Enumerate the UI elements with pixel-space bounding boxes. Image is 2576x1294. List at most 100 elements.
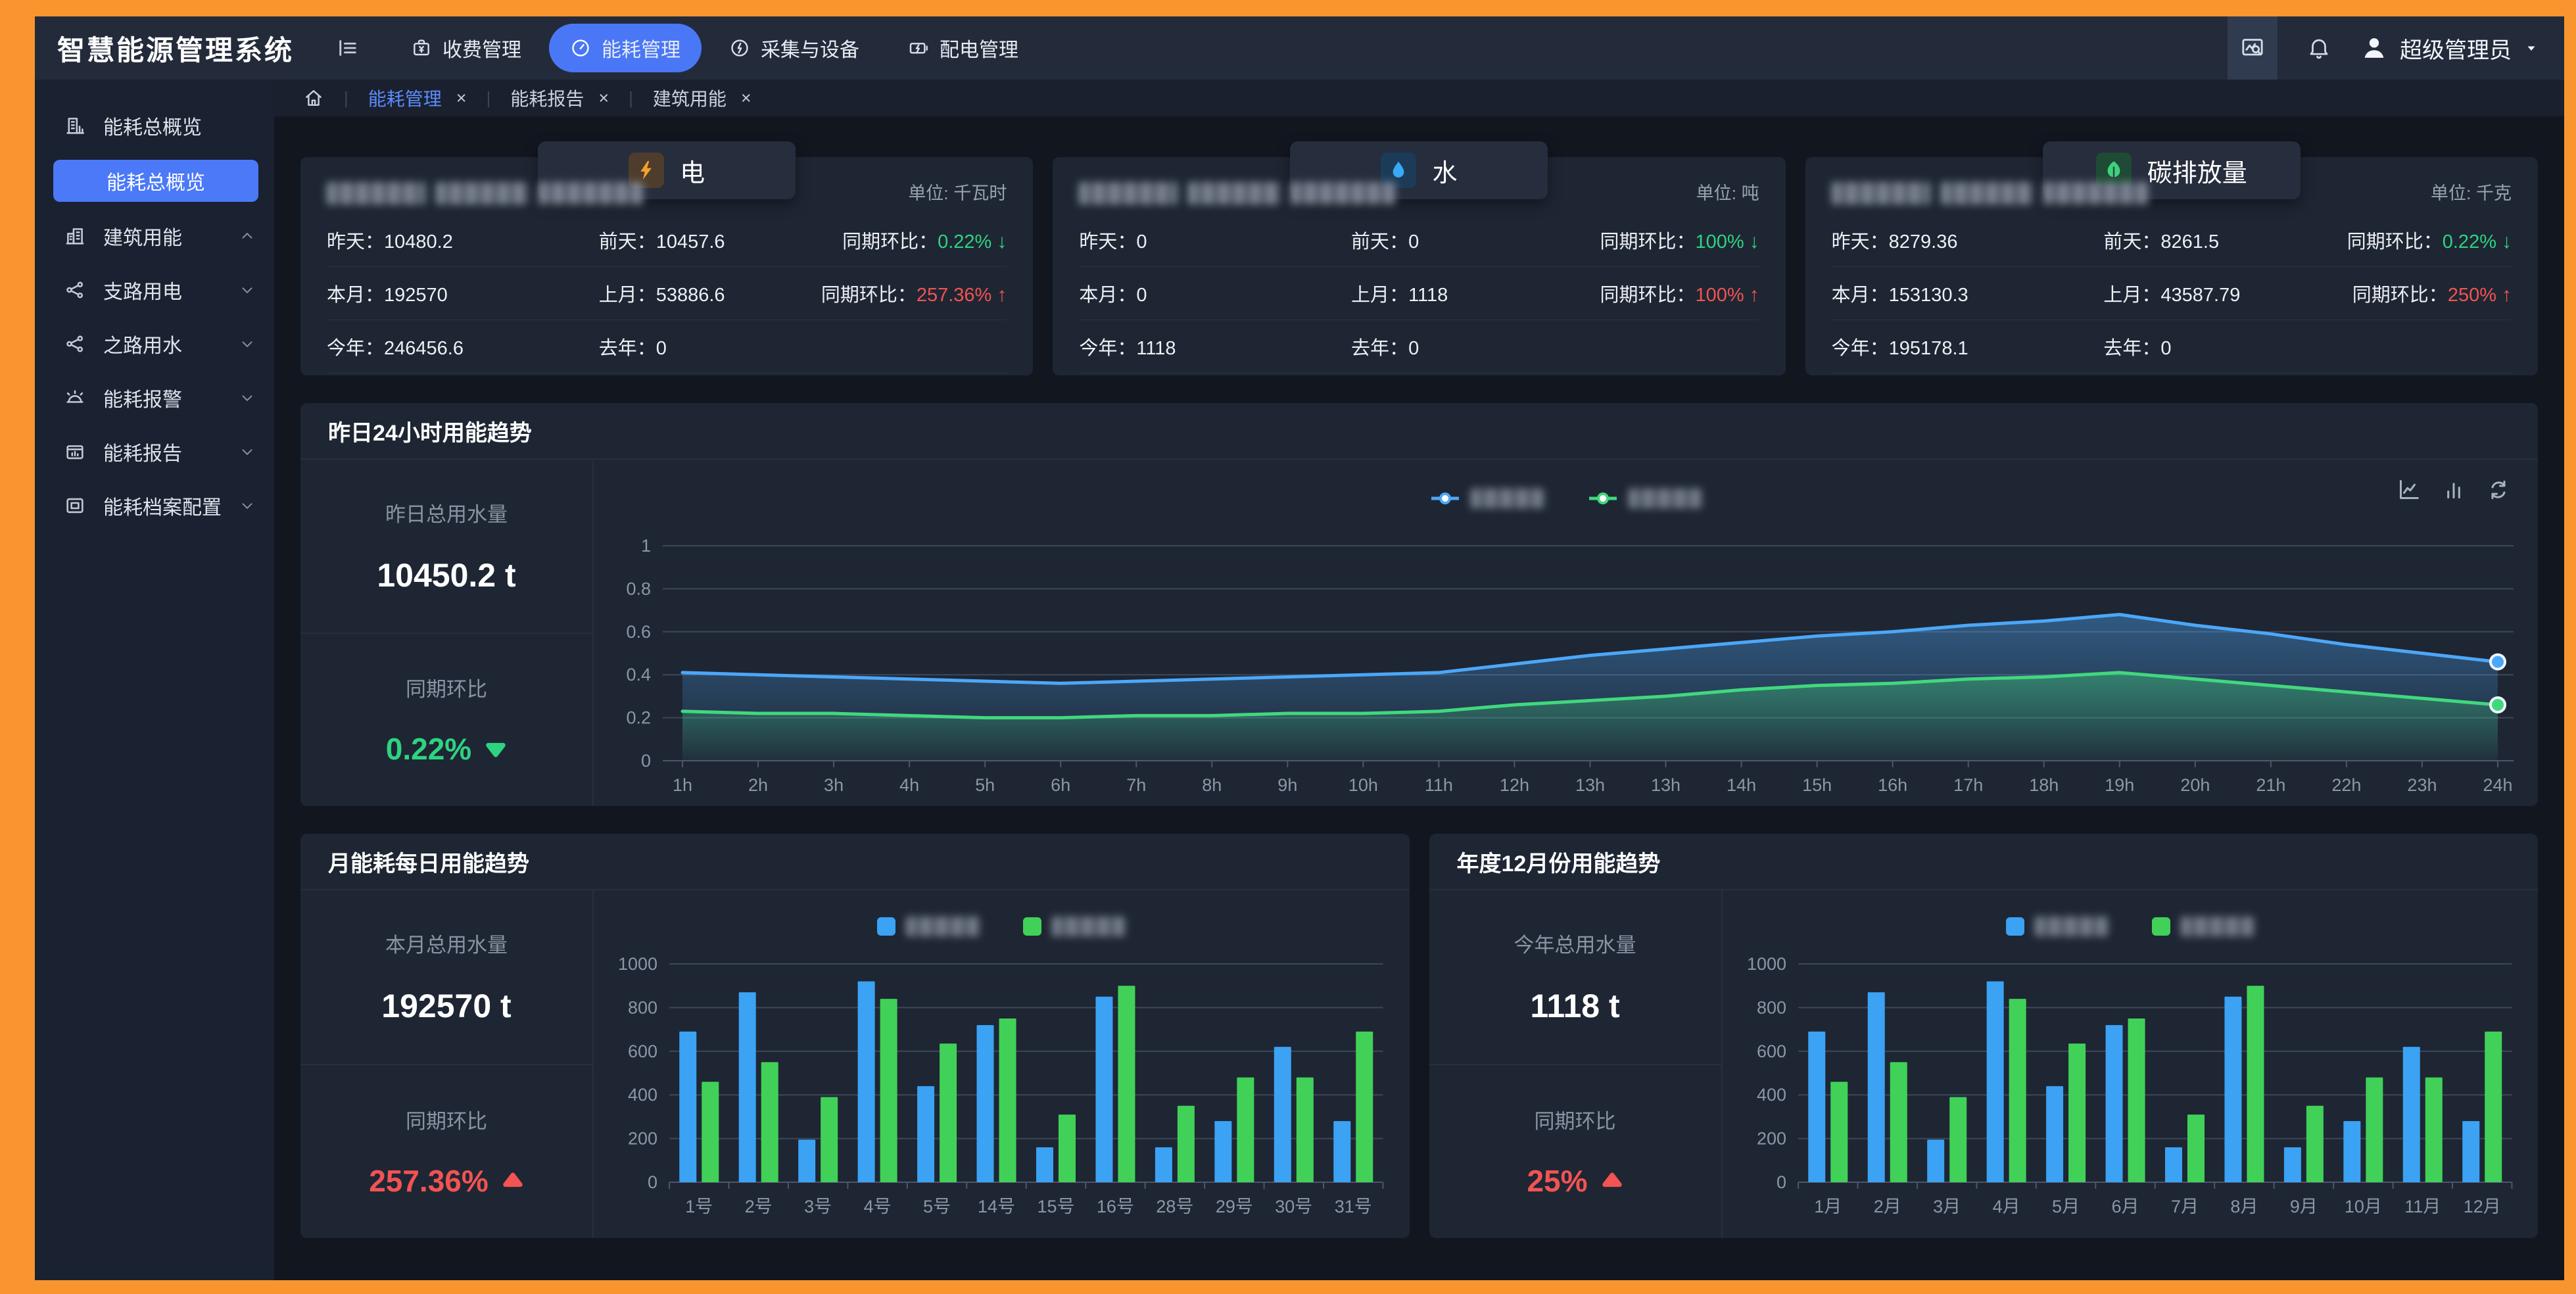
tab-close-icon[interactable]: × (598, 87, 609, 108)
stat-cell-value: 192570 (384, 285, 448, 306)
bolt-circle-icon (729, 37, 750, 59)
svg-text:8月: 8月 (2230, 1197, 2258, 1216)
user-name: 超级管理员 (2400, 37, 2512, 63)
tab-建筑用能[interactable]: 建筑用能 × (653, 85, 751, 111)
branch-icon (64, 279, 86, 301)
nav-item-配电管理[interactable]: 配电管理 (887, 24, 1039, 72)
user-menu[interactable]: 超级管理员 (2360, 32, 2539, 64)
stat-cell-label: 上月： (598, 285, 656, 306)
legend-item-2[interactable] (1023, 917, 1126, 936)
stat-cell-label: 本月： (1831, 285, 1889, 306)
main-menu: 收费管理 能耗管理 采集与设备 配电管理 (390, 24, 1039, 72)
sidebar-item-能耗报告[interactable]: 能耗报告 (35, 432, 274, 471)
stat-total: 今年总用水量 1118 t (1429, 890, 1721, 1065)
svg-text:12h: 12h (1500, 775, 1529, 795)
chevron-down-icon (239, 443, 256, 460)
sidebar-item-支路用电[interactable]: 支路用电 (35, 270, 274, 310)
svg-text:200: 200 (628, 1129, 657, 1149)
sidebar-item-能耗档案配置[interactable]: 能耗档案配置 (35, 486, 274, 525)
stat-trend: 25% (1527, 1163, 1623, 1199)
svg-text:10h: 10h (1348, 775, 1378, 795)
stat-cell-value: 53886.6 (656, 285, 725, 306)
redacted-legend-label (1628, 489, 1702, 508)
sidebar-item-label: 能耗档案配置 (103, 497, 222, 519)
legend-item-2[interactable] (2151, 917, 2254, 936)
app-body: 能耗总概览 能耗总概览 建筑用能 支路用电 之路用水 能耗报警 能耗报告 能耗档案配置 | 能耗… (35, 80, 2564, 1280)
stat-ratio: 同期环比 0.22% (300, 634, 592, 807)
tab-能耗报告[interactable]: 能耗报告 × (510, 85, 609, 111)
stat-cell-label: 去年： (1351, 338, 1409, 359)
svg-text:800: 800 (628, 997, 657, 1017)
line-chart-tool-icon[interactable] (2396, 477, 2422, 503)
svg-text:29号: 29号 (1216, 1197, 1253, 1216)
section-header: 年度12月份用能趋势 (1429, 834, 2538, 890)
chevron-down-icon (239, 497, 256, 514)
bar-chart-tool-icon[interactable] (2441, 477, 2467, 503)
svg-text:400: 400 (1756, 1085, 1786, 1105)
summary-card-carbon: 碳排放量 单位: 千克 昨天：8279.36 前天：8261.5 同期环比：0.22% ↓… (1805, 141, 2538, 375)
legend-item-1[interactable] (877, 917, 980, 936)
trend-up-arrow-icon: ↑ (1749, 284, 1759, 306)
nav-item-收费管理[interactable]: 收费管理 (390, 24, 542, 72)
svg-text:8h: 8h (1202, 775, 1222, 795)
line-chart-area: 0 0.2 0.4 0.6 0.8 1 1h 2h 3h 4h 5h 6h 7h 8h 9h 10h 11h 12… (594, 460, 2538, 806)
chart-search-button[interactable] (2228, 16, 2278, 80)
legend-item-1[interactable] (2005, 917, 2109, 936)
stat-cell-label: 去年： (598, 338, 656, 359)
stat-cell-value: 1118 (1408, 285, 1448, 306)
card-stat-cell: 同期环比：100% ↓ (1600, 226, 1759, 254)
svg-text:7h: 7h (1126, 775, 1146, 795)
tab-close-icon[interactable]: × (456, 87, 467, 108)
caret-down-icon (2523, 40, 2539, 56)
stat-cell-value: 0.22% (938, 231, 992, 252)
sidebar-item-之路用水[interactable]: 之路用水 (35, 324, 274, 364)
stat-cell-value: 0 (2160, 338, 2172, 359)
tab-close-icon[interactable]: × (740, 87, 751, 108)
sidebar-item-建筑用能[interactable]: 建筑用能 (35, 216, 274, 256)
redacted-project-name (1079, 182, 1396, 204)
chart-legend (594, 917, 1410, 936)
nav-item-采集与设备[interactable]: 采集与设备 (708, 24, 880, 72)
alarm-icon (64, 387, 86, 409)
stat-ratio: 同期环比 25% (1429, 1065, 1721, 1239)
stat-trend: 257.36% (369, 1163, 524, 1199)
stat-cell-value: 10480.2 (384, 231, 453, 252)
restore-tool-icon[interactable] (2485, 477, 2512, 503)
menu-fold-icon[interactable] (336, 36, 360, 60)
redacted-text-block (327, 182, 425, 204)
sidebar-item-能耗总概览[interactable]: 能耗总概览 (35, 106, 274, 145)
stat-cell-label: 昨天： (1831, 231, 1889, 252)
svg-text:16h: 16h (1878, 775, 1907, 795)
summary-cards-row: 电单位: 千瓦时 昨天：10480.2 前天：10457.6 同期环比：0.22% ↓ 本… (300, 141, 2538, 375)
sidebar-item-能耗总概览[interactable]: 能耗总概览 (53, 160, 258, 202)
card-stat-cell: 上月：1118 (1351, 279, 1600, 307)
chart-toolbox (2396, 477, 2512, 503)
sidebar-item-能耗报警[interactable]: 能耗报警 (35, 378, 274, 418)
svg-text:4月: 4月 (1992, 1197, 2020, 1216)
legend-square-marker (877, 917, 896, 936)
nav-item-label: 收费管理 (442, 39, 522, 61)
legend-item-1[interactable] (1430, 489, 1544, 508)
home-icon[interactable] (303, 87, 324, 108)
card-stat-cell: 前天：8261.5 (2103, 226, 2347, 254)
nav-item-能耗管理[interactable]: 能耗管理 (549, 24, 702, 72)
stat-total: 昨日总用水量 10450.2 t (300, 460, 592, 634)
card-stat-cell: 同期环比：250% ↑ (2352, 279, 2512, 307)
redacted-text-block (436, 182, 528, 204)
svg-text:1月: 1月 (1814, 1197, 1842, 1216)
nav-item-label: 采集与设备 (761, 39, 860, 61)
stat-cell-label: 昨天： (327, 231, 385, 252)
bell-icon[interactable] (2306, 36, 2331, 60)
redacted-project-name (1831, 182, 2149, 204)
redacted-text-block (538, 182, 644, 204)
svg-text:1000: 1000 (618, 954, 657, 974)
trend-down-arrow-icon: ↓ (997, 231, 1007, 252)
section-body: 昨日总用水量 10450.2 t 同期环比 0.22% (300, 460, 2538, 806)
stat-cell-label: 前天： (2103, 231, 2161, 252)
bottom-charts-row: 月能耗每日用能趋势 本月总用水量 192570 t 同期环比 (300, 834, 2538, 1238)
stat-cell-value: 0 (1408, 231, 1419, 252)
stat-cell-value: 0.22% (2442, 231, 2496, 252)
legend-item-2[interactable] (1588, 489, 1702, 508)
tab-能耗管理[interactable]: 能耗管理 × (368, 85, 467, 111)
